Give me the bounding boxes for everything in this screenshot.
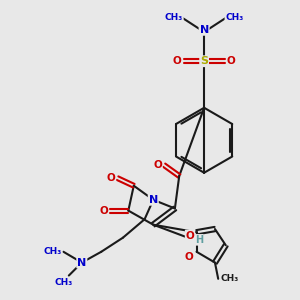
Text: O: O (99, 206, 108, 216)
Text: O: O (184, 252, 193, 262)
Text: S: S (200, 56, 208, 66)
Text: CH₃: CH₃ (54, 278, 73, 286)
Text: N: N (200, 25, 209, 35)
Text: O: O (186, 230, 194, 241)
Text: O: O (227, 56, 236, 66)
Text: CH₃: CH₃ (225, 14, 244, 22)
Text: N: N (148, 195, 158, 205)
Text: O: O (153, 160, 162, 170)
Text: N: N (77, 258, 86, 268)
Text: O: O (107, 173, 116, 183)
Text: CH₃: CH₃ (165, 14, 183, 22)
Text: CH₃: CH₃ (220, 274, 238, 283)
Text: H: H (195, 235, 203, 245)
Text: O: O (173, 56, 182, 66)
Text: CH₃: CH₃ (44, 247, 62, 256)
